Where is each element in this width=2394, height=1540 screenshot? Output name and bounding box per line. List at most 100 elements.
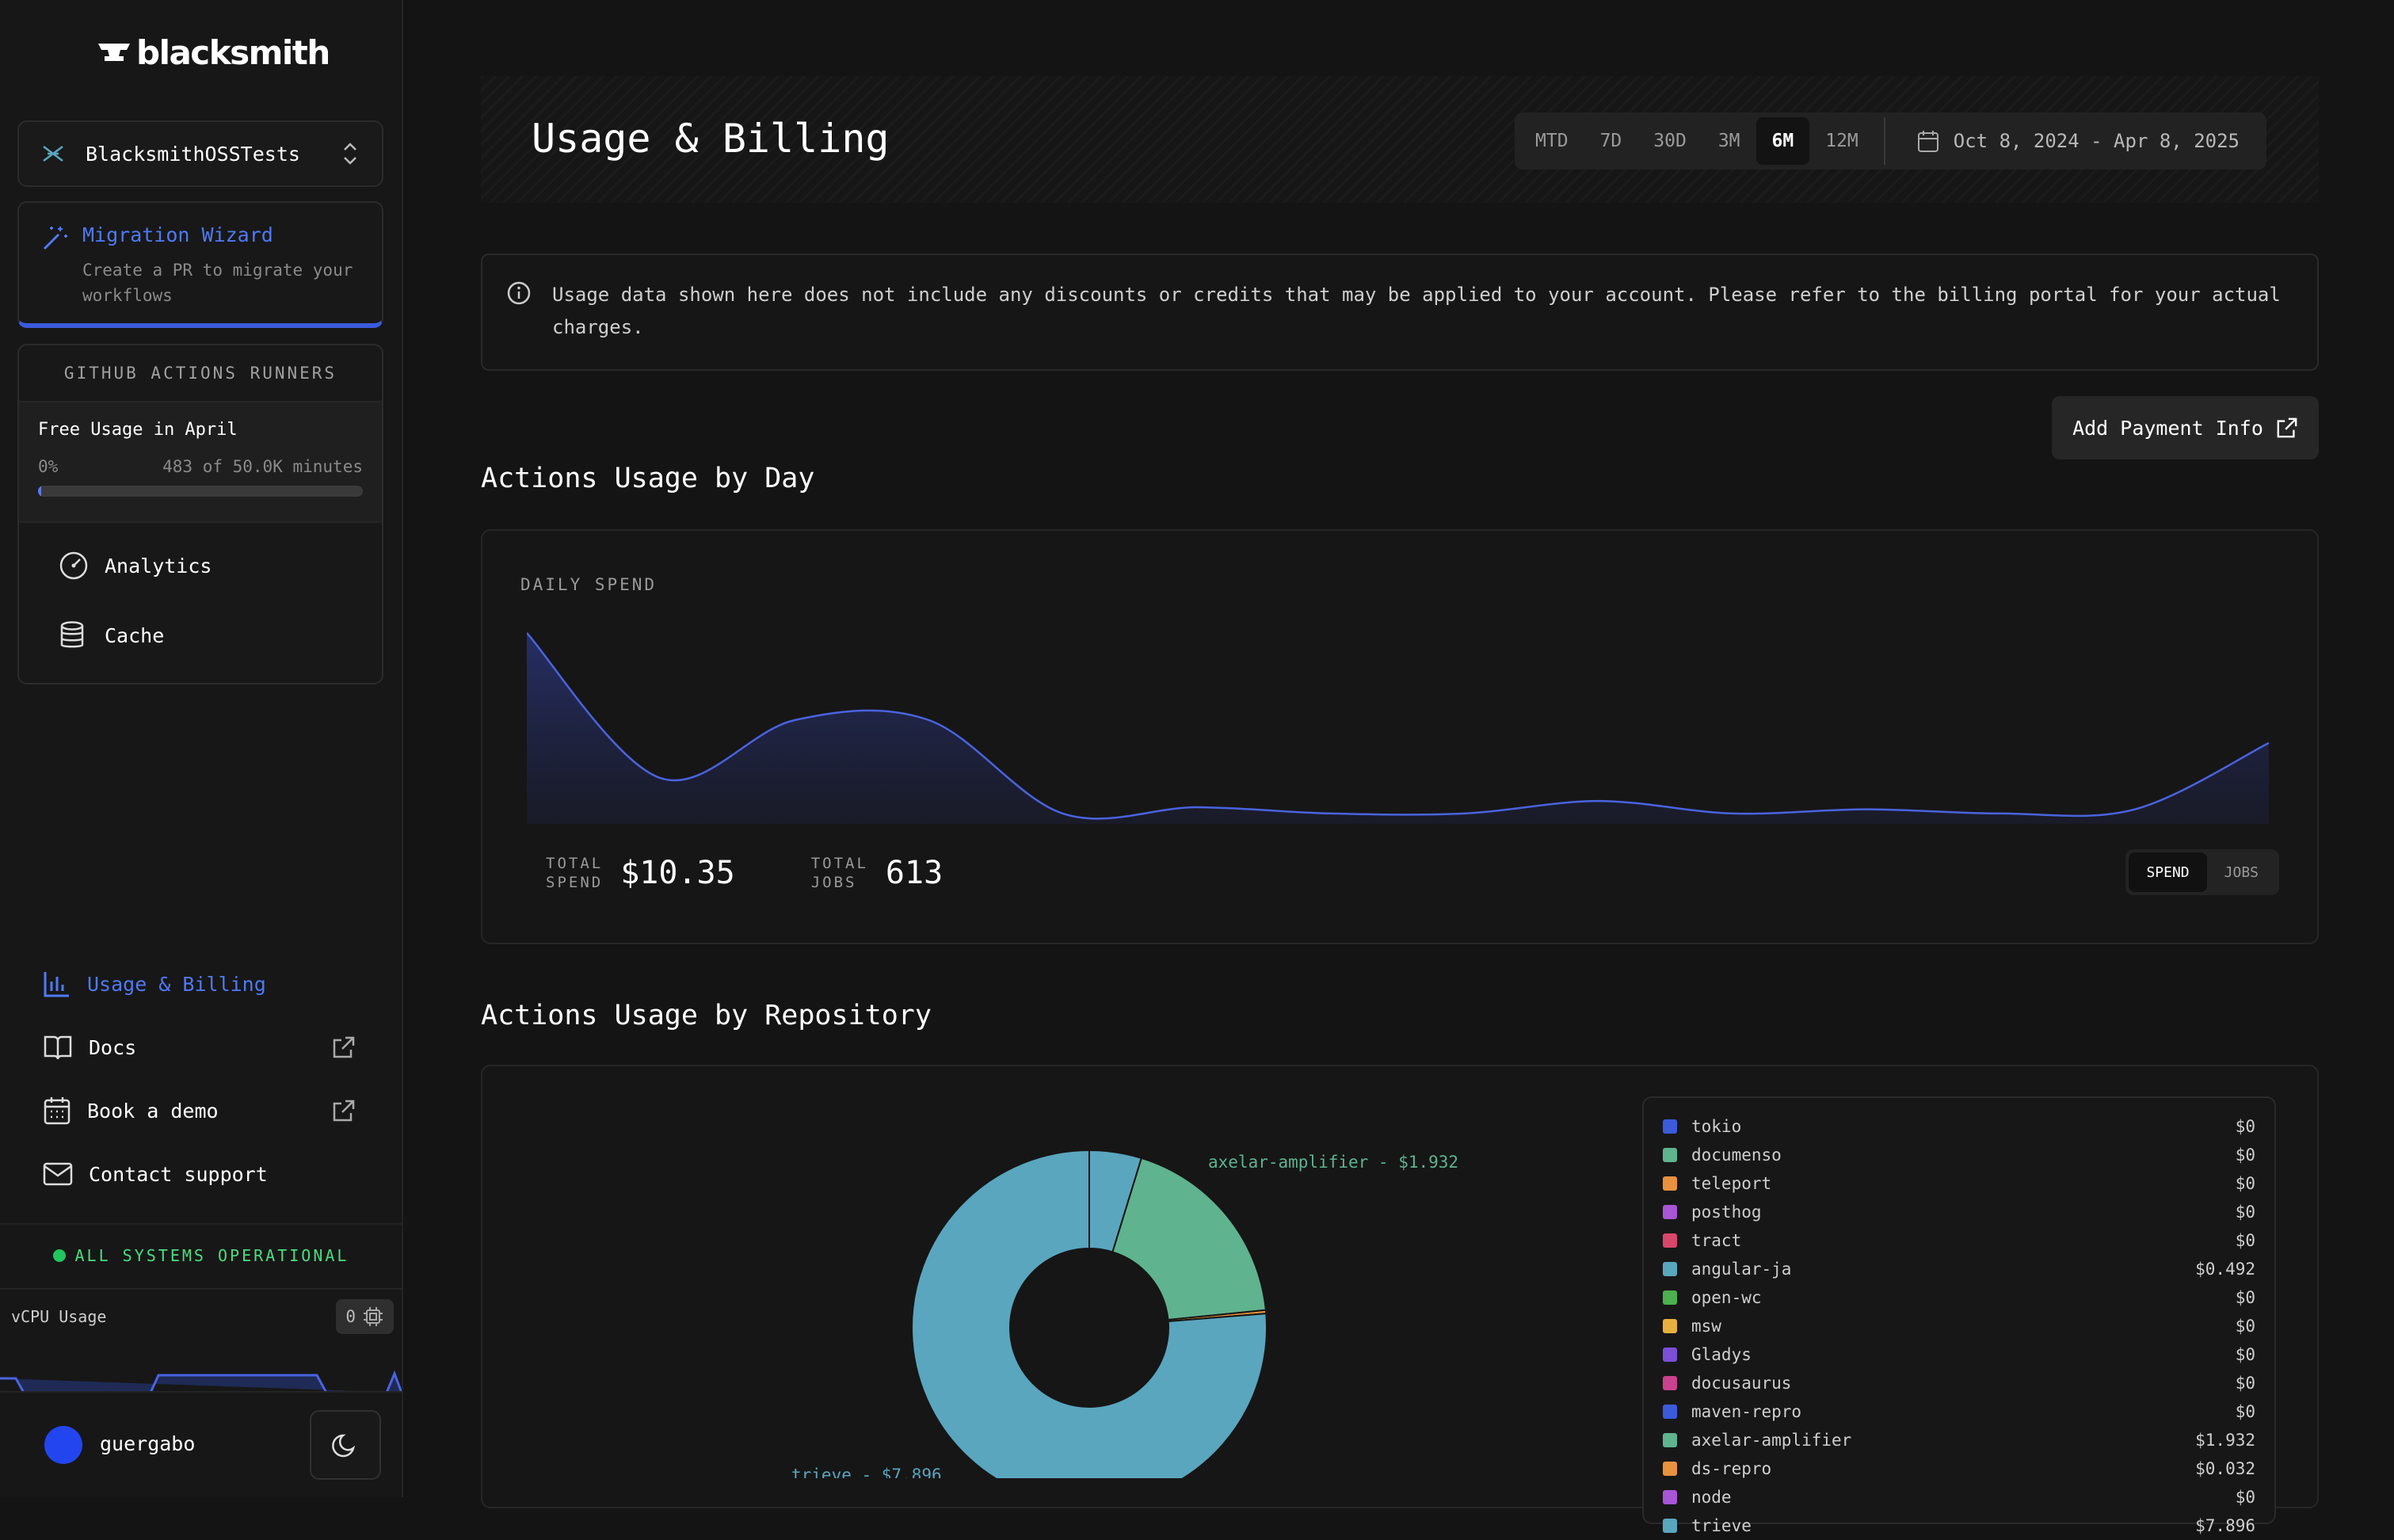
- legend-value: $1.932: [2195, 1431, 2255, 1450]
- legend-item[interactable]: tokio $0: [1663, 1112, 2255, 1141]
- sidebar-item-cache[interactable]: Cache: [19, 600, 382, 670]
- range-6m[interactable]: 6M: [1755, 117, 1810, 165]
- legend-item[interactable]: docusaurus $0: [1663, 1369, 2255, 1397]
- avatar[interactable]: [44, 1426, 82, 1464]
- range-divider: [1883, 117, 1885, 165]
- add-payment-info-button[interactable]: Add Payment Info: [2052, 396, 2319, 459]
- legend-name: node: [1691, 1488, 1732, 1507]
- runners-panel: GITHUB ACTIONS RUNNERS Free Usage in Apr…: [17, 344, 383, 684]
- range-mtd[interactable]: MTD: [1535, 131, 1569, 151]
- repository-donut-chart: axelar-amplifier - $1.932 trieve - $7.89…: [791, 1149, 1458, 1478]
- legend-value: $0: [2235, 1374, 2255, 1393]
- legend-value: $0.032: [2195, 1459, 2255, 1478]
- vcpu-count: 0: [345, 1307, 356, 1326]
- sidebar-item-label: Docs: [89, 1035, 137, 1059]
- magic-wand-icon: [43, 227, 67, 250]
- legend-swatch: [1663, 1519, 1677, 1533]
- vcpu-count-badge: 0: [336, 1299, 394, 1334]
- sidebar-item-book-demo[interactable]: Book a demo: [0, 1079, 402, 1142]
- caption-line: TOTAL: [546, 855, 604, 872]
- date-range-picker[interactable]: Oct 8, 2024 - Apr 8, 2025: [1895, 129, 2262, 153]
- brand-name: blacksmith: [136, 33, 330, 72]
- date-range-selector: MTD 7D 30D 3M 6M 12M Oct 8, 2024 - Apr 8…: [1515, 112, 2266, 170]
- total-spend-caption: TOTAL SPEND: [546, 854, 603, 892]
- legend-value: $0: [2235, 1174, 2255, 1193]
- legend-item[interactable]: ds-repro $0.032: [1663, 1454, 2255, 1483]
- status-dot-icon: [52, 1249, 66, 1262]
- range-12m[interactable]: 12M: [1825, 131, 1858, 151]
- info-icon: [507, 281, 531, 305]
- legend-swatch: [1663, 1433, 1677, 1447]
- system-status[interactable]: ALL SYSTEMS OPERATIONAL: [0, 1223, 402, 1287]
- database-icon: [60, 621, 84, 648]
- legend-item[interactable]: maven-repro $0: [1663, 1397, 2255, 1426]
- total-jobs-caption: TOTAL JOBS: [811, 854, 868, 892]
- sidebar-item-usage-billing[interactable]: Usage & Billing: [0, 952, 402, 1016]
- status-text: ALL SYSTEMS OPERATIONAL: [74, 1246, 349, 1265]
- legend-item[interactable]: trieve $7.896: [1663, 1511, 2255, 1540]
- sidebar-item-label: Usage & Billing: [87, 972, 266, 996]
- legend-swatch: [1663, 1462, 1677, 1476]
- toggle-spend[interactable]: SPEND: [2129, 852, 2207, 892]
- migration-wizard-card[interactable]: Migration Wizard Create a PR to migrate …: [17, 201, 383, 328]
- sidebar-item-contact-support[interactable]: Contact support: [0, 1142, 402, 1206]
- range-7d[interactable]: 7D: [1599, 131, 1622, 151]
- moon-icon: [332, 1434, 356, 1458]
- external-link-icon: [333, 1036, 355, 1058]
- metric-toggle: SPEND JOBS: [2125, 849, 2279, 895]
- repository-usage-panel: axelar-amplifier - $1.932 trieve - $7.89…: [481, 1065, 2319, 1535]
- org-name: BlacksmithOSSTests: [86, 142, 300, 166]
- free-usage-block: Free Usage in April 0% 483 of 50.0K minu…: [19, 402, 382, 523]
- legend-name: ds-repro: [1691, 1459, 1772, 1478]
- caption-line: TOTAL: [810, 855, 868, 872]
- caption-line: SPEND: [546, 874, 604, 891]
- bar-chart-icon: [44, 972, 69, 997]
- caption-line: JOBS: [810, 874, 857, 891]
- brand-logo[interactable]: blacksmith: [97, 33, 330, 72]
- usage-progress-fill: [38, 486, 41, 497]
- legend-item[interactable]: node $0: [1663, 1483, 2255, 1511]
- legend-swatch: [1663, 1490, 1677, 1504]
- totals-row: TOTAL SPEND $10.35 TOTAL JOBS 613: [546, 854, 1019, 892]
- legend-value: $0: [2235, 1317, 2255, 1336]
- legend-item[interactable]: teleport $0: [1663, 1169, 2255, 1198]
- notice-text: Usage data shown here does not include a…: [552, 284, 2281, 338]
- sidebar-item-docs[interactable]: Docs: [0, 1016, 402, 1079]
- sidebar-item-label: Book a demo: [87, 1099, 219, 1123]
- legend-swatch: [1663, 1376, 1677, 1390]
- external-link-icon: [333, 1100, 355, 1122]
- info-notice: Usage data shown here does not include a…: [481, 253, 2319, 371]
- total-spend-value: $10.35: [620, 855, 735, 891]
- calendar-icon: [1917, 131, 1938, 152]
- range-30d[interactable]: 30D: [1653, 131, 1687, 151]
- legend-item[interactable]: open-wc $0: [1663, 1283, 2255, 1312]
- daily-spend-chart: [527, 632, 2270, 824]
- legend-item[interactable]: tract $0: [1663, 1226, 2255, 1255]
- legend-name: msw: [1691, 1317, 1721, 1336]
- legend-item[interactable]: documenso $0: [1663, 1141, 2255, 1169]
- range-3m[interactable]: 3M: [1717, 131, 1740, 151]
- slice-trieve[interactable]: [911, 1149, 1268, 1478]
- user-name[interactable]: guergabo: [100, 1432, 196, 1455]
- legend-item[interactable]: Gladys $0: [1663, 1340, 2255, 1369]
- legend-item[interactable]: angular-ja $0.492: [1663, 1255, 2255, 1283]
- legend-name: teleport: [1691, 1174, 1772, 1193]
- toggle-jobs[interactable]: JOBS: [2224, 863, 2259, 881]
- legend-name: tract: [1691, 1231, 1742, 1250]
- org-switcher[interactable]: BlacksmithOSSTests: [17, 120, 383, 187]
- legend-value: $0: [2235, 1203, 2255, 1222]
- sidebar-item-analytics[interactable]: Analytics: [19, 531, 382, 600]
- legend-swatch: [1663, 1262, 1677, 1276]
- legend-name: axelar-amplifier: [1691, 1431, 1852, 1450]
- legend-item[interactable]: axelar-amplifier $1.932: [1663, 1426, 2255, 1454]
- daily-spend-panel: DAILY SPEND TOTAL SPEND $10.35 TOTAL JOB…: [481, 529, 2319, 944]
- legend-item[interactable]: posthog $0: [1663, 1198, 2255, 1226]
- theme-toggle-button[interactable]: [310, 1410, 381, 1480]
- sidebar-item-label: Contact support: [89, 1162, 268, 1186]
- legend-item[interactable]: msw $0: [1663, 1312, 2255, 1340]
- legend-name: docusaurus: [1691, 1374, 1792, 1393]
- usage-percent: 0%: [38, 457, 59, 476]
- wizard-description: Create a PR to migrate your workflows: [82, 261, 353, 305]
- chart-label: DAILY SPEND: [520, 575, 658, 594]
- slice-axelar-amplifier[interactable]: [1111, 1157, 1267, 1321]
